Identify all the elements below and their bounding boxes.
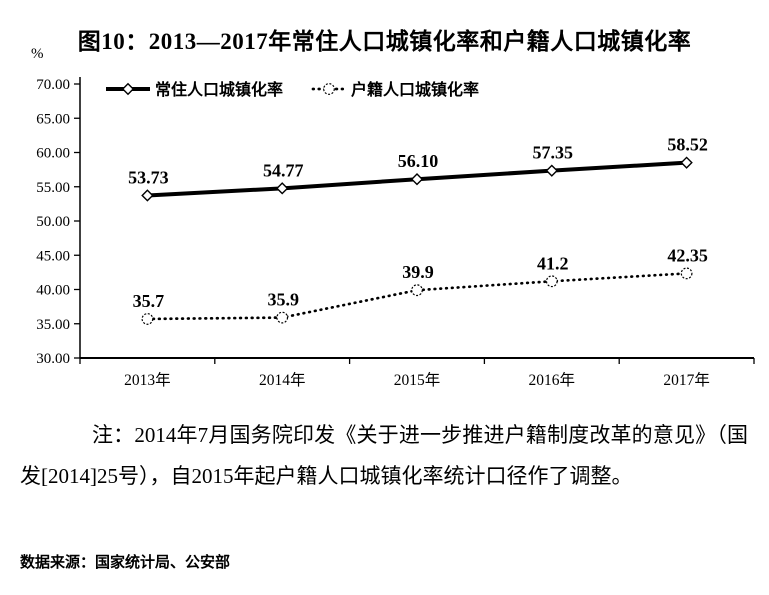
data-point-marker-s1	[411, 284, 423, 297]
legend-label-1: 户籍人口城镇化率	[351, 80, 479, 99]
data-point-label-s1: 41.2	[537, 253, 569, 273]
data-point-label-s1: 39.9	[402, 262, 434, 282]
data-point-label-s1: 35.9	[267, 290, 299, 310]
data-point-label-s1: 42.35	[667, 245, 708, 265]
data-point-marker-s1	[680, 267, 693, 280]
y-tick-label: 55.00	[36, 180, 70, 196]
data-point-label-s0: 57.35	[533, 143, 574, 163]
chart-title: 图10：2013—2017年常住人口城镇化率和户籍人口城镇化率	[77, 29, 692, 54]
x-category-label: 2016年	[529, 371, 576, 389]
data-point-marker-s0	[141, 189, 154, 202]
data-point-label-s0: 54.77	[263, 160, 304, 180]
data-point-label-s0: 53.73	[128, 167, 169, 187]
note-text: 注：2014年7月国务院印发《关于进一步推进户籍制度改革的意见》（国发[2014…	[20, 423, 748, 488]
data-point-marker-s1	[276, 311, 289, 324]
x-category-label: 2015年	[394, 371, 441, 389]
y-tick-label: 40.00	[36, 283, 70, 299]
x-category-label: 2013年	[124, 371, 171, 389]
data-point-marker-s1	[545, 275, 558, 288]
y-tick-label: 65.00	[36, 111, 70, 127]
data-point-marker-s1	[141, 313, 154, 325]
data-point-marker-s0	[680, 156, 693, 169]
legend-sample-marker-0	[121, 82, 135, 96]
y-tick-label: 60.00	[36, 146, 70, 162]
x-category-label: 2017年	[663, 371, 710, 389]
y-tick-label: 70.00	[36, 77, 70, 93]
legend-sample-marker-1	[323, 83, 335, 95]
y-axis-unit-label: %	[31, 46, 44, 62]
legend-label-0: 常住人口城镇化率	[155, 80, 283, 99]
data-point-marker-s0	[410, 173, 424, 186]
x-category-label: 2014年	[259, 371, 306, 389]
y-tick-label: 45.00	[36, 248, 70, 264]
data-point-label-s0: 58.52	[667, 135, 708, 155]
y-tick-label: 35.00	[36, 317, 70, 333]
y-tick-label: 30.00	[36, 351, 70, 367]
data-point-marker-s0	[545, 164, 558, 177]
data-point-label-s0: 56.10	[398, 151, 439, 171]
data-point-marker-s0	[276, 182, 289, 195]
line-chart: 30.00 35.00 40.00 45.00 50.00 55.00 60.00 65.00…	[36, 77, 755, 389]
data-point-label-s1: 35.7	[133, 291, 165, 311]
y-tick-label: 50.00	[36, 214, 70, 230]
data-source: 数据来源：国家统计局、公安部	[20, 554, 231, 571]
